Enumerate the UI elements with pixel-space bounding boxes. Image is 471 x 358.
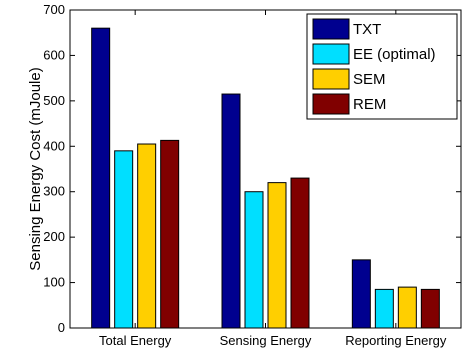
y-tick-label: 0 [58, 320, 65, 335]
legend-swatch [312, 68, 350, 90]
y-tick-label: 400 [43, 138, 65, 153]
bar-ee-optimal-total-energy [114, 150, 134, 329]
bar-txt-sensing-energy [221, 93, 241, 329]
bar-sem-total-energy [137, 143, 157, 329]
x-tick-label: Sensing Energy [220, 333, 312, 348]
legend-swatch [312, 43, 350, 65]
y-tick-label: 200 [43, 229, 65, 244]
legend-label: TXT [353, 21, 381, 38]
x-tick-label: Total Energy [99, 333, 172, 348]
bar-ee-optimal-reporting-energy [374, 288, 394, 329]
legend-label: SEM [353, 71, 386, 88]
bar-rem-sensing-energy [290, 177, 310, 329]
y-tick-label: 600 [43, 47, 65, 62]
bar-rem-reporting-energy [420, 288, 440, 329]
legend-swatch [312, 93, 350, 115]
legend: TXT EE (optimal) SEM REM [306, 13, 458, 120]
legend-label: EE (optimal) [353, 46, 436, 63]
y-tick-label: 500 [43, 93, 65, 108]
legend-items: TXT EE (optimal) SEM REM [312, 18, 436, 115]
bar-sem-sensing-energy [267, 182, 287, 329]
y-tick-label: 300 [43, 184, 65, 199]
bar-ee-optimal-sensing-energy [244, 191, 264, 329]
bars-layer [91, 27, 440, 329]
y-axis: 0 100 200 300 400 500 600 700 [43, 2, 461, 335]
bar-sem-reporting-energy [397, 286, 417, 329]
bar-txt-reporting-energy [351, 259, 371, 329]
y-tick-label: 100 [43, 275, 65, 290]
x-tick-label: Reporting Energy [345, 333, 447, 348]
bar-txt-total-energy [91, 27, 111, 329]
legend-swatch [312, 18, 350, 40]
y-axis-label: Sensing Energy Cost (mJoule) [27, 67, 44, 270]
y-tick-label: 700 [43, 2, 65, 17]
legend-label: REM [353, 96, 386, 113]
bar-rem-total-energy [160, 139, 180, 329]
